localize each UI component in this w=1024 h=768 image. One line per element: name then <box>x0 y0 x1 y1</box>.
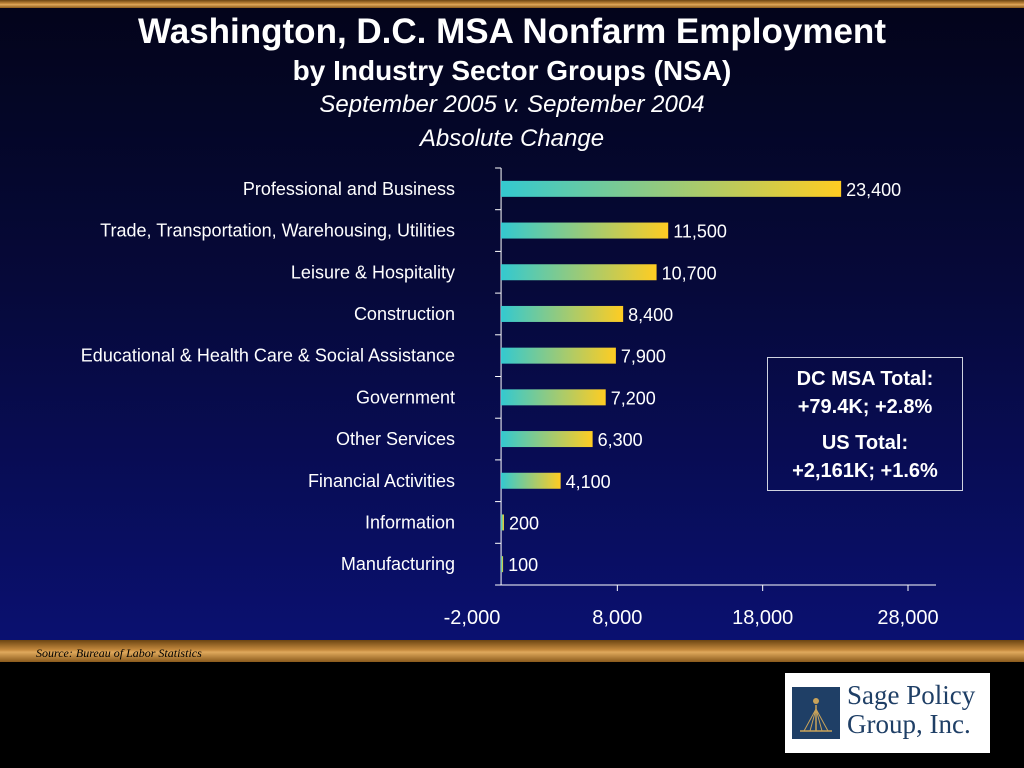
bar-chart: -2,000 8,000 18,000 28,000 Professional and … <box>81 167 939 629</box>
data-label: 6,300 <box>598 430 643 450</box>
category-label: Financial Activities <box>308 471 455 491</box>
bar <box>501 389 606 406</box>
x-tick-label: -2,000 <box>444 607 501 629</box>
bar <box>501 305 624 322</box>
data-label: 7,900 <box>621 347 666 367</box>
x-tick-label: 18,000 <box>732 607 793 629</box>
category-label: Professional and Business <box>243 179 455 199</box>
callout-us-value: +2,161K; +1.6% <box>792 460 938 482</box>
chart-period: September 2005 v. September 2004 <box>319 91 705 118</box>
bar <box>501 472 561 489</box>
data-label: 11,500 <box>673 222 727 242</box>
category-label: Other Services <box>336 429 455 449</box>
data-label: 23,400 <box>846 180 901 200</box>
data-label: 100 <box>508 555 538 575</box>
data-label: 10,700 <box>662 263 717 283</box>
bar <box>501 180 842 197</box>
bar <box>501 514 504 531</box>
chart-measure: Absolute Change <box>419 125 605 152</box>
category-label: Manufacturing <box>341 554 455 574</box>
sage-logo-mark-icon <box>792 687 840 739</box>
footer-accent-band <box>0 640 1024 662</box>
category-label: Leisure & Hospitality <box>291 262 455 282</box>
totals-callout-box: DC MSA Total: +79.4K; +2.8% US Total: +2… <box>767 357 963 491</box>
bar <box>501 556 504 573</box>
logo-line-2: Group, Inc. <box>847 709 971 739</box>
callout-us-label: US Total: <box>821 432 909 454</box>
logo-line-1: Sage Policy <box>847 680 976 710</box>
category-label: Construction <box>354 304 455 324</box>
data-label: 7,200 <box>611 388 656 408</box>
category-label: Information <box>365 512 455 532</box>
title-block: Washington, D.C. MSA Nonfarm Employment … <box>0 10 1024 156</box>
chart-title: Washington, D.C. MSA Nonfarm Employment <box>138 12 886 51</box>
data-label: 200 <box>509 513 539 533</box>
bar <box>501 431 593 448</box>
category-label: Trade, Transportation, Warehousing, Util… <box>100 221 455 241</box>
company-logo: Sage Policy Group, Inc. <box>785 673 990 753</box>
chart-subtitle: by Industry Sector Groups (NSA) <box>292 55 732 86</box>
bar <box>501 347 616 364</box>
data-label: 4,100 <box>566 472 611 492</box>
category-label: Educational & Health Care & Social Assis… <box>81 346 455 366</box>
bar <box>501 264 657 281</box>
top-accent-band <box>0 0 1024 8</box>
callout-dc-label: DC MSA Total: <box>796 368 934 390</box>
logo-wordmark: Sage Policy Group, Inc. <box>847 681 975 739</box>
data-label: 8,400 <box>628 305 673 325</box>
x-tick-label: 28,000 <box>877 607 938 629</box>
callout-dc-value: +79.4K; +2.8% <box>797 396 933 418</box>
x-tick-label: 8,000 <box>592 607 642 629</box>
category-label: Government <box>356 387 455 407</box>
source-note: Source: Bureau of Labor Statistics <box>36 646 202 660</box>
bar <box>501 222 669 239</box>
